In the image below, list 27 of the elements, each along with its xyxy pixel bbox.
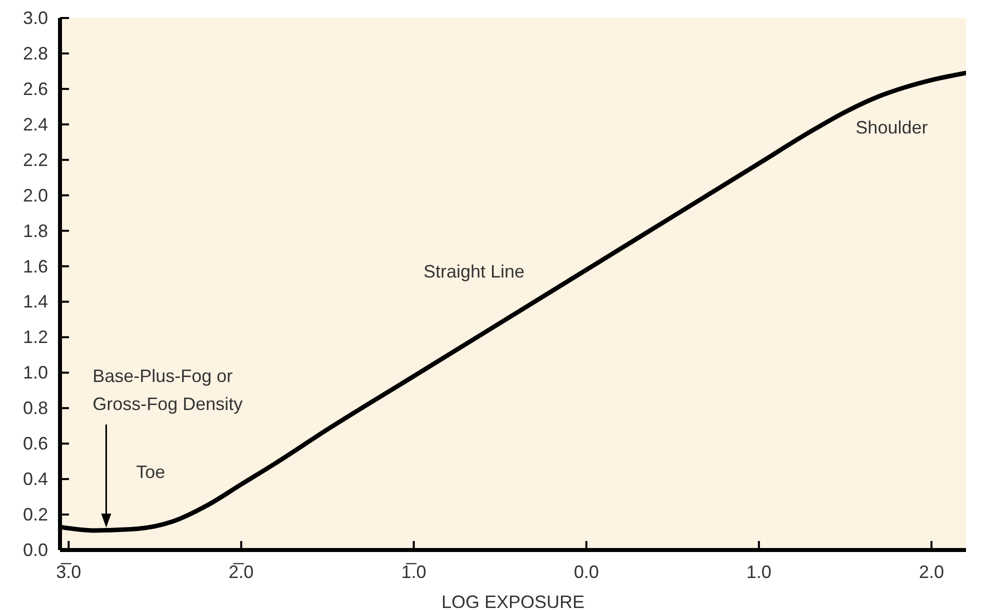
y-tick-label: 3.0 xyxy=(22,8,48,28)
annotation: Base-Plus-Fog or Gross-Fog Density xyxy=(92,366,243,414)
annotation: Straight Line xyxy=(424,262,525,282)
y-tick-label: 0.6 xyxy=(22,434,48,454)
x-tick-label: 1̅.0 xyxy=(401,562,426,582)
y-tick-label: 1.0 xyxy=(22,362,48,383)
y-tick-label: 1.2 xyxy=(22,327,48,348)
y-tick-label: 1.8 xyxy=(22,220,48,241)
y-tick-label: 2.4 xyxy=(22,114,48,134)
y-tick-label: 1.6 xyxy=(22,256,48,276)
y-tick-label: 0.8 xyxy=(22,398,48,418)
x-tick-label: 3̅.0 xyxy=(56,562,82,582)
y-tick-label: 2.6 xyxy=(22,78,48,99)
annotation: Toe xyxy=(136,462,166,482)
x-tick-label: 2̅.0 xyxy=(228,562,254,582)
y-tick-label: 0.4 xyxy=(22,469,48,490)
y-tick-label: 0.2 xyxy=(22,504,48,525)
x-tick-label: 1.0 xyxy=(746,562,772,582)
x-tick-label: 0.0 xyxy=(574,562,599,582)
x-tick-label: 2.0 xyxy=(918,562,944,582)
x-axis-title: LOG EXPOSURE xyxy=(441,592,585,610)
y-tick-label: 0.0 xyxy=(22,540,48,560)
y-tick-label: 2.0 xyxy=(22,185,48,206)
y-tick-label: 2.2 xyxy=(22,150,48,170)
y-tick-label: 1.4 xyxy=(22,292,48,312)
y-tick-label: 2.8 xyxy=(22,43,48,64)
annotation: Shoulder xyxy=(856,117,928,138)
